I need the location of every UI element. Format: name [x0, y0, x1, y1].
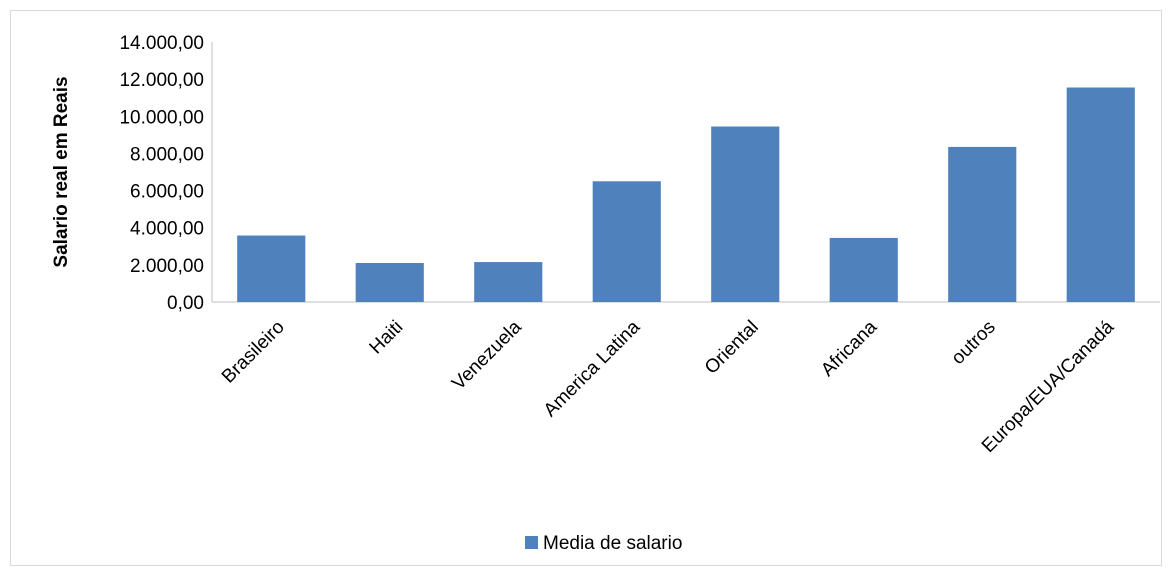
x-category-label: Venezuela [448, 316, 526, 394]
x-category-label: Oriental [701, 317, 763, 379]
x-category-label: Haiti [366, 317, 408, 359]
bar [829, 237, 898, 302]
bar [948, 146, 1017, 302]
bar [237, 235, 306, 302]
y-tick-label: 6.000,00 [130, 182, 204, 203]
bar [355, 263, 424, 302]
bar [474, 262, 543, 302]
bar [711, 126, 780, 302]
bars [237, 87, 1135, 302]
legend-swatch [525, 536, 538, 549]
x-category-label: Brasileiro [218, 317, 289, 388]
y-tick-label: 10.000,00 [119, 107, 204, 128]
y-tick-label: 2.000,00 [130, 256, 204, 277]
legend: Media de salario [525, 533, 682, 554]
y-axis-label: Salario real em Reais [51, 76, 72, 267]
x-category-label: outros [948, 317, 1000, 369]
x-category-labels: Brasileiro Haiti Venezuela America Latina Or… [218, 316, 1119, 457]
y-tick-label: 0,00 [167, 293, 204, 314]
bar [1066, 87, 1135, 302]
y-tick-labels: 0,00 2.000,00 4.000,00 6.000,00 8.000,00 10.0… [119, 33, 204, 314]
y-tick-label: 12.000,00 [119, 70, 204, 91]
y-tick-label: 14.000,00 [119, 33, 204, 54]
x-category-label: America Latina [540, 316, 645, 421]
y-tick-label: 8.000,00 [130, 144, 204, 165]
x-category-label: Africana [817, 316, 881, 380]
legend-label: Media de salario [543, 533, 682, 554]
x-category-label: Europa/EUA/Canadá [978, 316, 1119, 457]
y-tick-label: 4.000,00 [130, 219, 204, 240]
bar [592, 181, 661, 302]
